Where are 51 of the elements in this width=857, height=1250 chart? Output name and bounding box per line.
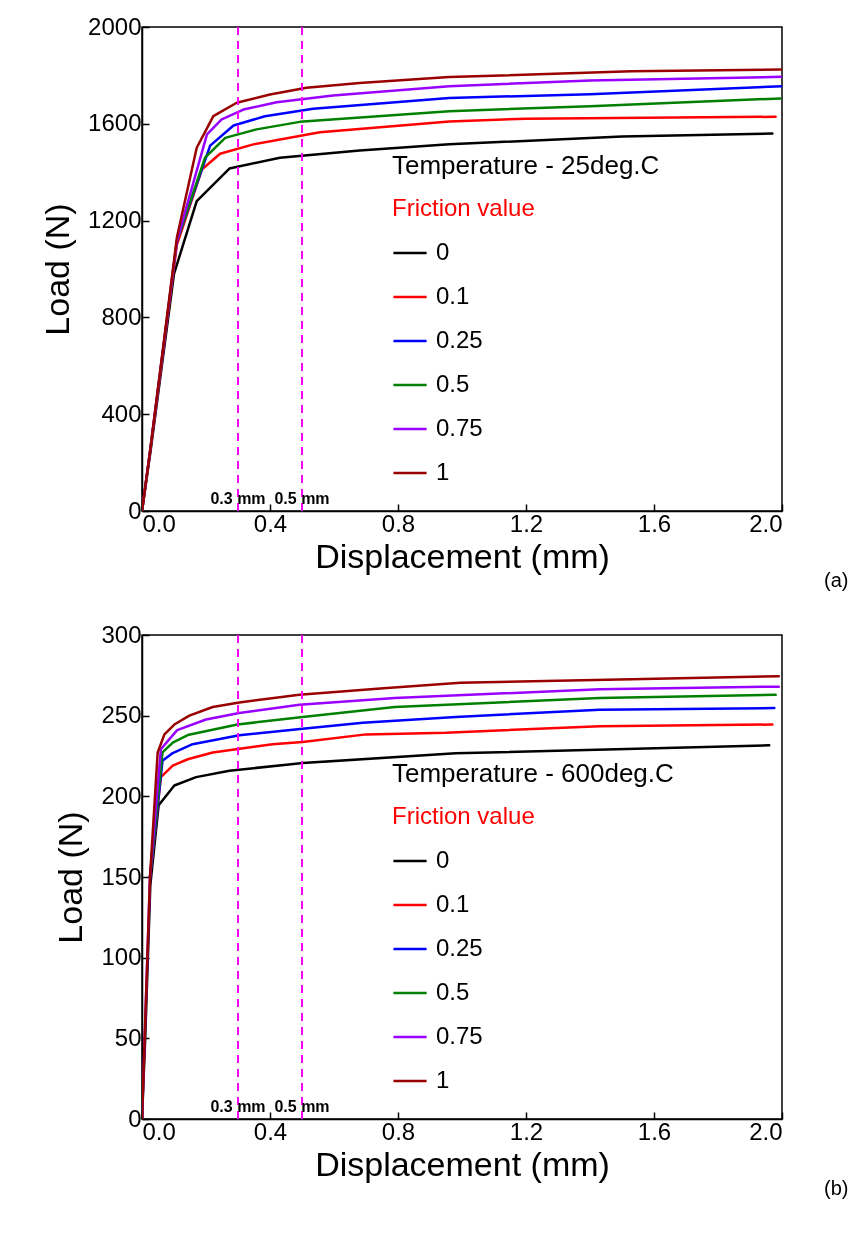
legend-label: 1 [436,1066,450,1093]
legend-label: 0.75 [436,414,483,441]
x-tick-label: 1.2 [509,1117,544,1145]
legend-label: 0.75 [436,1022,483,1049]
x-tick-label: 2.0 [749,1117,783,1145]
legend-label: 0.25 [436,326,483,353]
legend-label: 0 [436,846,450,873]
legend-label: 0.1 [436,282,470,309]
x-tick-label: 2.0 [749,509,783,537]
legend-label: 1 [436,458,450,485]
y-tick-label: 1200 [88,206,142,234]
y-tick-label: 150 [101,862,142,890]
x-tick-label: 1.6 [637,1117,672,1145]
y-tick-label: 2000 [88,12,142,40]
y-axis-title: Load (N) [38,203,77,336]
legend-label: 0.1 [436,890,470,917]
y-tick-label: 0 [128,496,142,524]
annotation: Temperature - 25deg.C [392,150,660,180]
legend-label: 0 [436,238,450,265]
x-tick-label: 0.8 [381,1117,416,1145]
x-axis-title: Displacement (mm) [315,1144,610,1183]
ref-line-label: 0.5 mm [274,490,330,507]
x-tick-label: 0.4 [253,1117,288,1145]
legend-label: 0.5 [436,370,470,397]
x-tick-label: 0.4 [253,509,288,537]
ref-line-label: 0.5 mm [274,1098,330,1115]
y-tick-label: 400 [101,399,142,427]
legend-title: Friction value [392,194,535,221]
ref-line-label: 0.3 mm [210,1098,266,1115]
x-tick-label: 1.6 [637,509,672,537]
annotation: Temperature - 600deg.C [392,758,674,788]
legend-label: 0.25 [436,934,483,961]
y-tick-label: 250 [101,701,142,729]
y-tick-label: 50 [114,1023,142,1051]
ref-line-label: 0.3 mm [210,490,266,507]
y-tick-label: 0 [128,1104,142,1132]
y-axis-title: Load (N) [51,811,90,944]
y-tick-label: 1600 [88,109,142,137]
y-tick-label: 800 [101,302,142,330]
x-axis-title: Displacement (mm) [315,536,610,575]
x-tick-label: 0.0 [142,1117,176,1145]
y-tick-label: 100 [101,943,142,971]
x-tick-label: 1.2 [509,509,544,537]
x-tick-label: 0.8 [381,509,416,537]
text: (b) [824,1177,849,1199]
text: (a) [824,569,849,591]
legend-title: Friction value [392,802,535,829]
y-tick-label: 200 [101,781,142,809]
y-tick-label: 300 [101,620,142,648]
legend-label: 0.5 [436,978,470,1005]
x-tick-label: 0.0 [142,509,176,537]
